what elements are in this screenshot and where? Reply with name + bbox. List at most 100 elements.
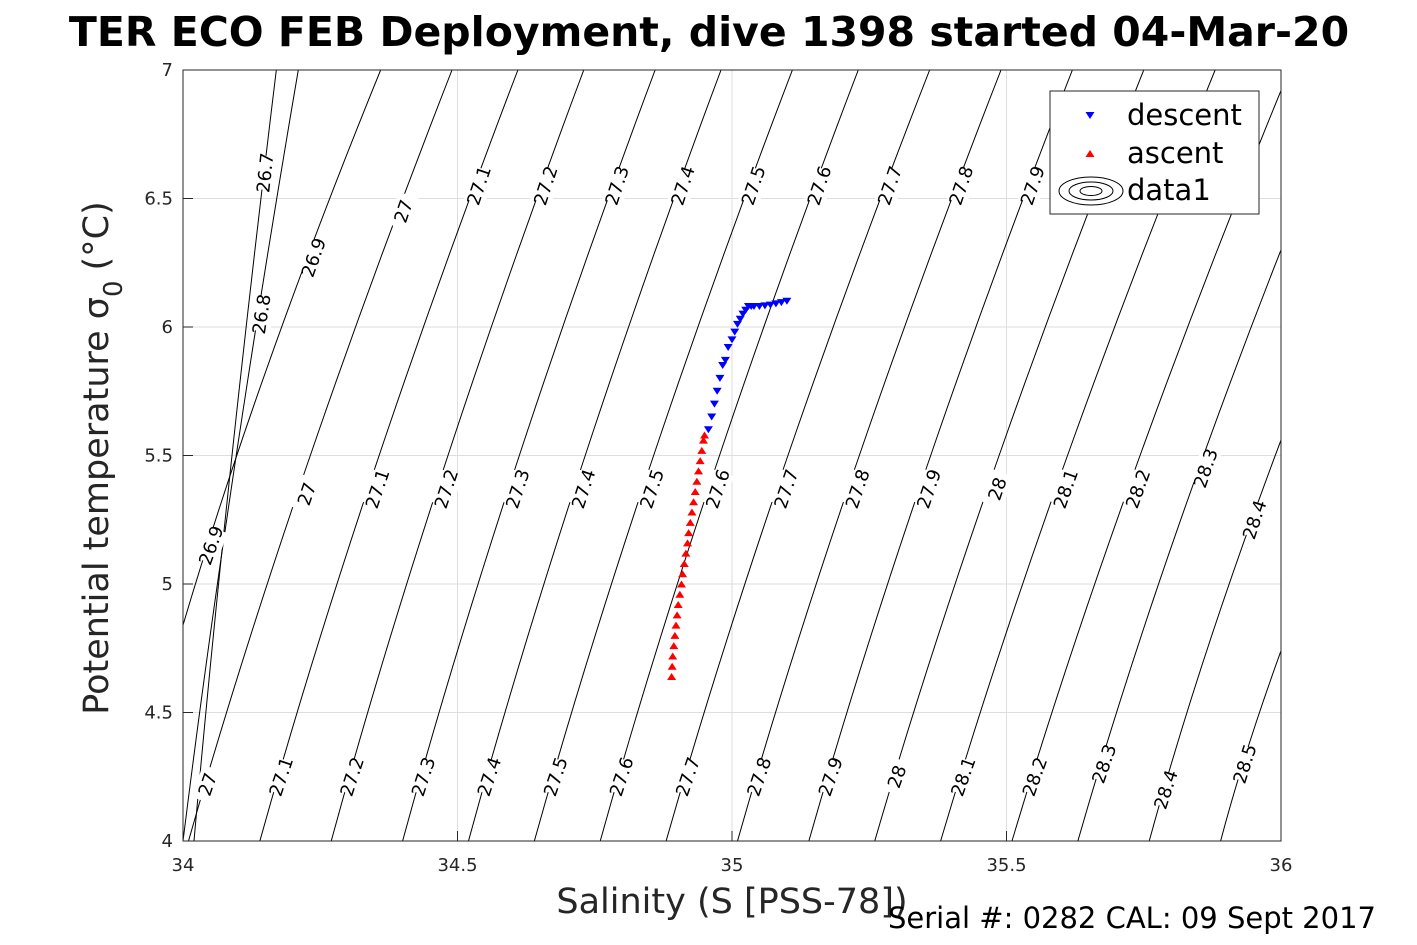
contour-label-bg [540,757,572,797]
contour-label-bg [667,166,699,206]
contour-label-bg [945,166,978,206]
contour-label-bg [248,295,276,333]
y-axis-label-sub: 0 [99,280,129,297]
y-tick-label: 6.5 [144,189,173,210]
data-point-ascent [676,580,686,588]
contour-label-bg [981,469,1014,509]
contour-label-bg [803,166,836,206]
x-tick-label: 34 [172,855,195,876]
data-point-descent [715,374,725,382]
contour-label-bg [737,166,770,206]
x-tick-label: 35.5 [986,855,1026,876]
contour-label-bg [1018,757,1052,797]
data-point-ascent [668,652,678,660]
x-tick-label: 35 [721,855,744,876]
x-tick-label: 34.5 [437,855,477,876]
contour-label-bg [530,166,562,206]
data-point-descent [771,300,781,308]
legend: descent ascent data1 [1049,90,1260,215]
contour-label-bg [195,525,228,566]
contour-label-bg [702,469,734,509]
data-point-descent [732,320,742,328]
data-point-descent [723,344,733,352]
y-axis-label: Potential temperature σ0 (°C) [77,201,129,715]
contour-label-bg [387,191,420,231]
density-contours [183,70,1281,841]
data-point-descent [727,336,737,344]
contour-line [467,70,722,841]
contour-label-bg [1150,770,1182,810]
contour-label-bg [430,469,463,509]
legend-data1-marker [1058,176,1124,206]
x-axis-label: Salinity (S [PSS-78]) [556,882,907,922]
data-point-ascent [679,559,689,567]
data-point-descent [720,356,730,364]
contour-label-bg [1016,166,1049,206]
data-point-ascent [667,662,677,670]
data-point-descent [712,387,722,395]
data-point-ascent [690,487,700,495]
contour-line [533,70,793,841]
legend-ascent-label: ascent [1127,136,1223,170]
data-point-ascent [695,457,705,465]
y-tick-label: 5.5 [144,446,173,467]
contour-label-bg [473,757,506,797]
data-point-descent [730,328,740,336]
legend-descent-label: descent [1127,98,1242,132]
chart-title: TER ECO FEB Deployment, dive 1398 starte… [69,8,1349,56]
data-point-descent [718,362,728,370]
contour-label-bg [1049,469,1083,509]
data-point-ascent [670,631,680,639]
data-point-ascent [697,446,707,454]
contour-label-bg [841,469,874,509]
data-point-ascent [687,508,697,516]
contour-line [665,70,931,841]
y-tick-label: 5 [162,574,173,595]
contour-label-bg [636,469,669,509]
contour-line [402,70,656,841]
y-tick-label: 4.5 [144,703,173,724]
data-point-descent [735,315,745,323]
y-tick-label: 4 [162,831,173,852]
data-point-descent [754,302,764,310]
contour-label-bg [881,757,914,797]
data-point-descent [776,299,786,307]
contour-label-bg [743,757,776,797]
contour-label-bg [265,757,298,797]
contour-label: 26.7 [253,152,278,194]
legend-box [1049,90,1260,215]
data-point-ascent [675,590,685,598]
contour-line [1220,650,1281,841]
contour-label-bg [1229,744,1261,784]
data-point-descent [760,302,770,310]
data-point-ascent [694,467,704,475]
y-axis-label-unit: (°C) [77,201,117,270]
contour-label-bg [605,757,638,797]
contour-line [599,70,859,841]
contour-line [183,70,299,841]
data-point-ascent [672,611,682,619]
data-point-ascent [685,518,695,526]
data-point-ascent [667,673,677,681]
data-point-descent [709,400,719,408]
grid-lines [183,70,1281,841]
data-series [667,297,792,681]
data-point-ascent [692,477,702,485]
contour-label-bg [297,237,330,278]
data-point-descent [707,413,717,421]
contour-label-bg [291,474,323,514]
contour-label-bg [336,757,369,797]
data-point-ascent [681,549,691,557]
data-point-ascent [673,601,683,609]
contour-label-bg [502,469,534,509]
contour-line [188,70,453,841]
contour-label-bg [672,757,704,797]
data-point-descent [703,426,713,434]
data-point-ascent [671,621,681,629]
contour-line [808,70,1073,841]
data-point-ascent [678,570,688,578]
contour-label-bg [874,166,907,206]
axis-ticks: 34 34.5 35 35.5 36 4 4.5 5 5.5 6 6.5 7 [144,60,1292,876]
contour-label-bg [814,757,847,797]
